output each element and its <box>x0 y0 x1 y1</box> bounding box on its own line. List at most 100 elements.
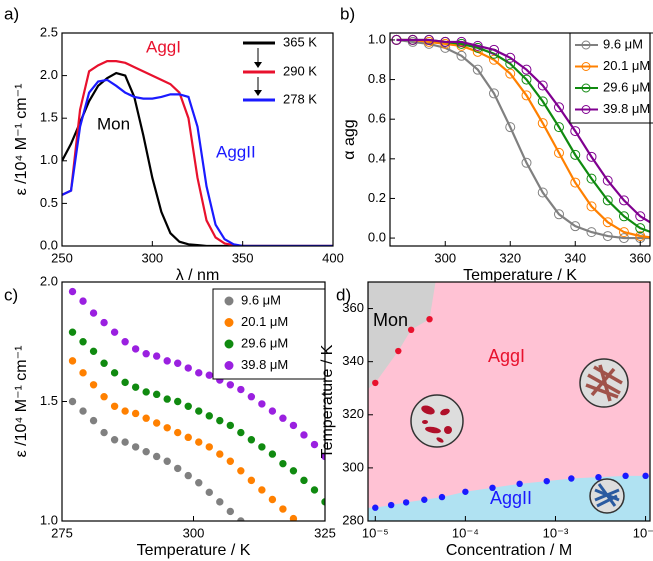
legend-arrowhead <box>254 62 262 68</box>
x-tick-label: 250 <box>51 250 73 265</box>
data-point <box>163 357 171 365</box>
icon-particle <box>421 405 435 415</box>
data-point <box>79 407 87 415</box>
legend-arrowhead <box>254 90 262 96</box>
legend-label: 20.1 μM <box>241 314 288 329</box>
x-tick-label: 275 <box>51 525 73 540</box>
data-point <box>554 122 564 133</box>
data-point <box>184 471 192 480</box>
y-tick-label: 1.5 <box>40 393 58 408</box>
data-point <box>310 440 319 449</box>
data-point <box>79 369 87 377</box>
data-point <box>635 223 646 234</box>
icon-particle <box>440 408 450 416</box>
data-point <box>89 309 98 317</box>
y-tick-label: 0.2 <box>368 190 386 205</box>
y-tick-label: 0.0 <box>368 230 386 245</box>
data-point <box>258 486 266 494</box>
spectrum-line <box>62 60 333 246</box>
x-tick-label: 320 <box>499 250 521 265</box>
data-point <box>100 428 108 437</box>
boundary-point <box>372 379 379 387</box>
data-point <box>68 357 77 365</box>
data-point <box>489 54 499 65</box>
data-point <box>407 34 418 45</box>
data-point <box>205 443 213 451</box>
y-tick-label: 0.4 <box>368 150 386 165</box>
y-axis-label: ε /10⁴ M⁻¹ cm⁻¹ <box>13 346 30 458</box>
data-point <box>554 209 564 220</box>
data-point <box>289 421 298 430</box>
data-point <box>505 68 516 79</box>
x-tick-label: 350 <box>232 250 254 265</box>
data-point <box>537 118 548 129</box>
boundary-point <box>462 488 469 495</box>
data-point <box>489 44 499 55</box>
data-point <box>152 352 161 360</box>
x-tick-label: 325 <box>314 525 336 540</box>
data-point <box>131 345 140 353</box>
data-point <box>619 211 629 222</box>
x-tick-label: 10⁻⁵ <box>362 525 389 540</box>
icon-fiber <box>585 383 619 399</box>
y-tick-label: 1.0 <box>368 31 386 46</box>
data-point <box>174 359 182 367</box>
data-point <box>586 201 597 212</box>
data-point <box>131 383 140 391</box>
data-point <box>268 495 277 504</box>
boundary-point <box>395 347 402 355</box>
data-point <box>489 88 499 99</box>
icon-fiber <box>598 364 612 402</box>
y-tick-label: 1.0 <box>40 152 58 167</box>
data-point <box>226 457 235 465</box>
x-tick-label: 300 <box>434 250 456 265</box>
data-point <box>121 438 129 446</box>
data-point <box>205 488 213 497</box>
data-point <box>570 149 581 160</box>
data-point <box>195 438 203 446</box>
data-point <box>89 416 98 425</box>
region <box>368 282 436 389</box>
data-point <box>279 459 287 468</box>
data-point <box>174 397 182 406</box>
data-point <box>216 498 224 506</box>
boundary-point <box>387 501 395 509</box>
data-point <box>226 381 235 389</box>
y-tick-label: 2.0 <box>40 273 58 288</box>
legend-label: 29.6 μM <box>241 335 288 350</box>
x-tick-label: 400 <box>322 250 344 265</box>
legend-label: 278 K <box>283 91 317 106</box>
legend-marker <box>581 105 591 114</box>
boundary-point <box>426 315 433 323</box>
data-point <box>602 195 613 206</box>
legend-label: 29.6 μM <box>603 79 650 94</box>
data-point <box>521 157 532 168</box>
boundary-point <box>372 504 379 511</box>
axis-frame <box>367 281 651 522</box>
data-point <box>586 173 597 184</box>
data-point <box>602 217 613 228</box>
boundary-point <box>516 480 523 488</box>
data-point <box>472 64 483 75</box>
data-point <box>505 58 516 69</box>
data-point <box>537 80 548 91</box>
data-point <box>184 402 192 410</box>
icon-fiber <box>597 483 617 507</box>
data-point <box>163 457 171 465</box>
data-point <box>424 34 434 45</box>
y-tick-label: 0.8 <box>368 71 386 86</box>
plot-area <box>391 34 650 244</box>
data-point <box>505 122 516 133</box>
annotation: AggII <box>216 142 256 161</box>
legend-label: 9.6 μM <box>241 292 281 307</box>
y-tick-label: 340 <box>342 353 364 368</box>
data-point <box>279 414 287 422</box>
icon-fiber <box>596 494 618 508</box>
data-point <box>163 424 171 432</box>
annotation: Mon <box>97 114 130 133</box>
region-label: AggI <box>488 346 525 366</box>
icon <box>410 358 629 514</box>
data-point <box>521 74 532 85</box>
x-axis-label: Concentration / M <box>446 542 572 559</box>
y-tick-label: 0.6 <box>368 111 386 126</box>
